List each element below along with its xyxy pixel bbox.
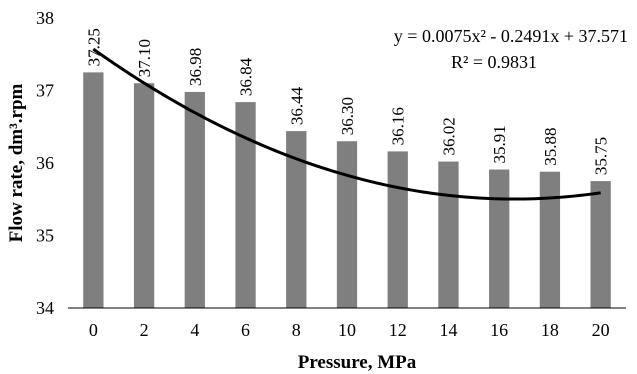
data-label-2: 37.10 <box>135 39 154 77</box>
y-tick-36: 36 <box>36 153 54 173</box>
bar-12 <box>387 151 408 308</box>
x-tick-6: 6 <box>241 320 250 340</box>
x-tick-10: 10 <box>338 320 356 340</box>
x-tick-16: 16 <box>490 320 508 340</box>
x-tick-2: 2 <box>140 320 149 340</box>
x-tick-14: 14 <box>439 320 457 340</box>
data-label-6: 36.84 <box>237 57 256 96</box>
data-label-20: 35.75 <box>592 137 611 175</box>
y-tick-labels: 34 35 36 37 38 <box>36 8 54 318</box>
bar-20 <box>590 181 611 308</box>
bar-18 <box>539 171 561 308</box>
bar-10 <box>336 141 358 308</box>
bar-0 <box>83 72 104 308</box>
bar-4 <box>184 91 205 308</box>
data-labels: 37.25 37.10 36.98 36.84 36.44 36.30 36.16 36.02… <box>84 28 610 175</box>
trendline-equation: y = 0.0075x² - 0.2491x + 37.571 <box>394 26 628 46</box>
data-label-12: 36.16 <box>389 107 408 145</box>
x-tick-18: 18 <box>541 320 559 340</box>
y-tick-34: 34 <box>36 298 54 318</box>
bar-2 <box>133 83 155 308</box>
x-tick-20: 20 <box>592 320 610 340</box>
y-tick-35: 35 <box>36 226 54 246</box>
x-tick-4: 4 <box>190 320 199 340</box>
bar-16 <box>489 169 510 308</box>
data-label-8: 36.44 <box>287 86 306 125</box>
y-tick-37: 37 <box>36 81 54 101</box>
bar-14 <box>438 161 459 308</box>
data-label-14: 36.02 <box>439 117 458 155</box>
y-axis-title: Flow rate, dm³.rpm <box>6 83 27 242</box>
trendline-curve <box>92 47 601 201</box>
r-squared-label: R² = 0.9831 <box>451 52 537 72</box>
x-tick-labels: 0 2 4 6 8 10 12 14 16 18 20 <box>89 320 610 340</box>
x-tick-12: 12 <box>389 320 407 340</box>
bar-8 <box>286 131 307 308</box>
bar-series <box>83 72 611 308</box>
data-label-4: 36.98 <box>186 48 205 86</box>
x-tick-8: 8 <box>292 320 301 340</box>
data-label-16: 35.91 <box>490 125 509 163</box>
data-label-0: 37.25 <box>84 28 103 66</box>
bar-6 <box>235 102 256 308</box>
x-axis-title: Pressure, MPa <box>298 352 417 373</box>
data-label-18: 35.88 <box>541 127 560 165</box>
data-label-10: 36.30 <box>338 97 357 135</box>
x-tick-0: 0 <box>89 320 98 340</box>
y-tick-38: 38 <box>36 8 54 28</box>
